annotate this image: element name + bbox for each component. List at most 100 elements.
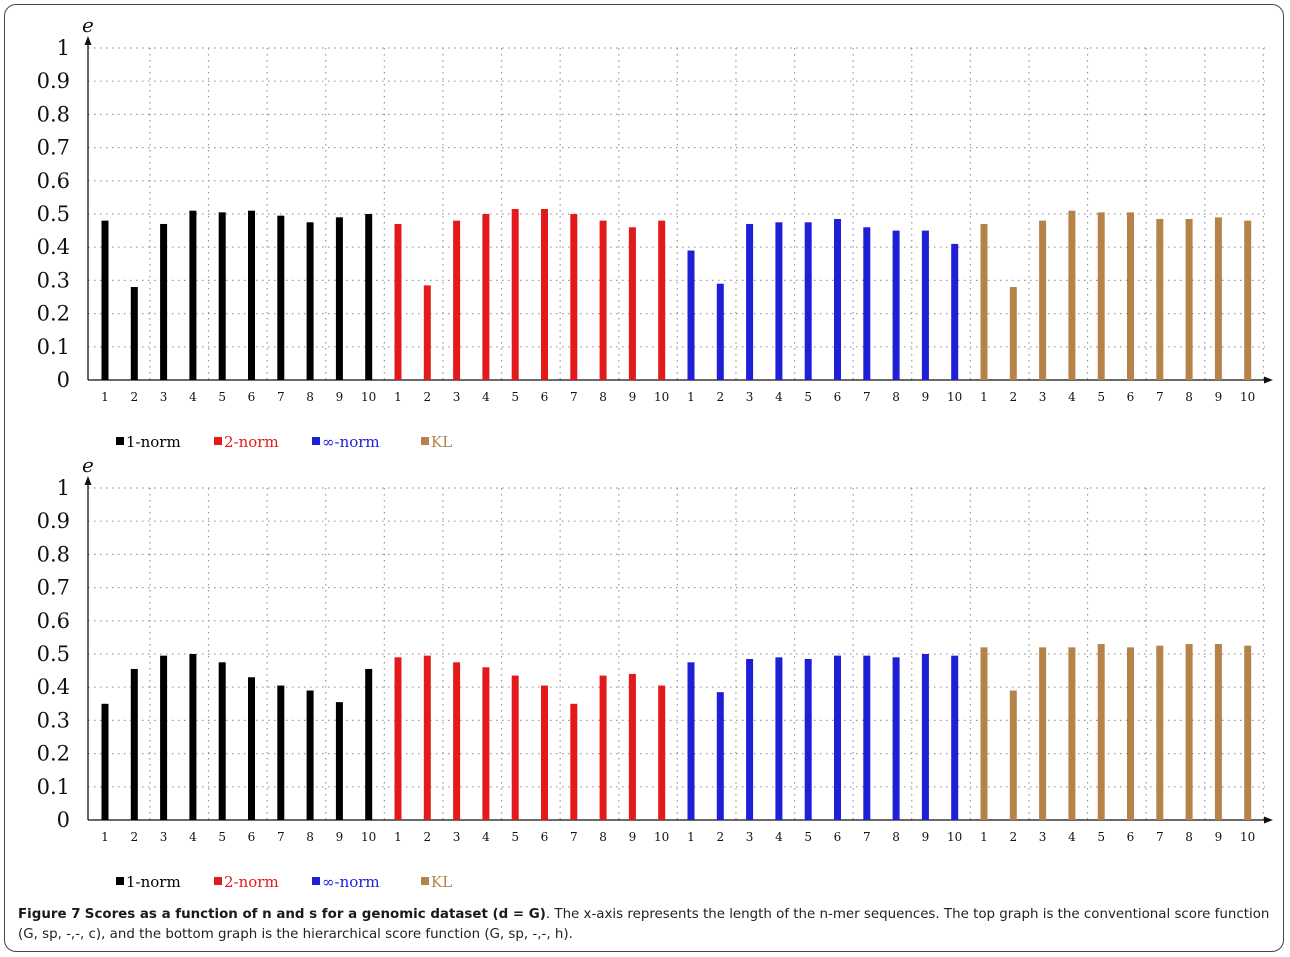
x-tick-label: 6 (541, 390, 549, 404)
x-tick-label: 5 (511, 390, 519, 404)
x-tick-label: 1 (394, 390, 402, 404)
bar (541, 685, 548, 820)
x-tick-label: 10 (654, 830, 669, 844)
bar (453, 662, 461, 820)
series-4 (980, 210, 1252, 380)
y-tick-label: 0.3 (37, 268, 70, 292)
y-tick-label: 0.8 (37, 542, 70, 566)
bar (335, 702, 343, 820)
bar (599, 675, 607, 820)
bar (863, 655, 871, 820)
x-tick-label: 5 (218, 830, 226, 844)
x-tick-label: 6 (541, 830, 549, 844)
x-tick-label: 7 (277, 830, 285, 844)
bar (511, 675, 519, 820)
x-tick-label: 1 (101, 830, 109, 844)
legend: 1-norm 2-norm ∞-norm KL (116, 873, 452, 891)
legend-swatch (116, 877, 124, 885)
legend-swatch (421, 437, 429, 445)
x-tick-label: 8 (1185, 830, 1193, 844)
legend: 1-norm 2-norm ∞-norm KL (116, 433, 452, 451)
x-tick-label: 8 (892, 390, 900, 404)
x-tick-label: 8 (306, 390, 314, 404)
bar (1039, 647, 1047, 820)
x-tick-label: 4 (775, 830, 783, 844)
bar (687, 662, 695, 820)
caption-label: Figure 7 (18, 907, 81, 922)
x-tick-label: 10 (947, 830, 962, 844)
x-tick-label: 8 (599, 390, 607, 404)
figure-caption: Figure 7 Scores as a function of n and s… (18, 905, 1273, 945)
bar (218, 662, 226, 820)
y-tick-label: 0.7 (37, 576, 70, 600)
bar (804, 222, 812, 380)
bar (863, 227, 871, 380)
bar (980, 223, 988, 380)
y-tick-label: 0.8 (37, 102, 70, 126)
x-tick-label: 9 (1215, 390, 1223, 404)
y-tick-label: 1 (57, 476, 70, 500)
y-axis-label: e (82, 13, 94, 37)
bar (746, 223, 754, 380)
bar (892, 230, 900, 380)
bar (921, 230, 929, 380)
x-tick-label: 10 (947, 390, 962, 404)
bar (306, 690, 314, 820)
bar (511, 209, 519, 380)
x-tick-label: 10 (654, 390, 669, 404)
legend-swatch (312, 877, 320, 885)
x-tick-label: 1 (101, 390, 109, 404)
y-axis-arrow (84, 476, 92, 485)
bar (658, 220, 666, 380)
series-1 (101, 654, 373, 820)
x-tick-label: 8 (306, 830, 314, 844)
x-tick-label: 3 (453, 830, 461, 844)
x-tick-label: 3 (1039, 390, 1047, 404)
series-3 (687, 654, 959, 820)
bar (1039, 220, 1047, 380)
x-tick-label: 5 (1097, 830, 1105, 844)
bar (1156, 218, 1164, 380)
x-tick-label: 3 (160, 390, 168, 404)
legend-label: 2-norm (224, 873, 279, 891)
caption-body: . The x-axis represents the length of th… (18, 907, 1270, 942)
y-tick-label: 0.1 (37, 775, 70, 799)
x-tick-label: 2 (1009, 390, 1017, 404)
x-tick-label: 2 (423, 390, 431, 404)
x-tick-label: 6 (834, 390, 842, 404)
x-tick-label: 7 (1156, 830, 1164, 844)
bar (189, 210, 197, 380)
x-tick-label: 4 (482, 390, 490, 404)
x-tick-label: 2 (130, 830, 138, 844)
legend-label: KL (431, 873, 452, 891)
bar (1185, 218, 1193, 380)
y-tick-label: 0.9 (37, 509, 70, 533)
bar (951, 655, 959, 820)
bar (1009, 690, 1017, 820)
bar (1097, 644, 1105, 820)
bar (834, 218, 841, 380)
bar (218, 212, 226, 380)
x-tick-label: 2 (716, 830, 724, 844)
bar (423, 285, 431, 380)
x-tick-label: 9 (1215, 830, 1223, 844)
bar (1009, 287, 1017, 380)
series-2 (394, 209, 666, 380)
y-tick-label: 0.1 (37, 335, 70, 359)
legend-label: ∞-norm (322, 433, 380, 451)
x-tick-label: 4 (1068, 390, 1076, 404)
bar (394, 657, 402, 820)
x-tick-label: 3 (453, 390, 461, 404)
bar (306, 222, 314, 380)
bar (716, 692, 724, 820)
x-tick-label: 1 (980, 390, 988, 404)
legend-swatch (214, 877, 222, 885)
bar (775, 222, 783, 380)
y-axis-label: e (82, 453, 94, 477)
x-tick-label: 6 (834, 830, 842, 844)
bar (1068, 210, 1076, 380)
y-tick-label: 0.2 (37, 742, 70, 766)
legend-label: ∞-norm (322, 873, 380, 891)
bar (628, 673, 636, 820)
caption-title: Scores as a function of n and s for a ge… (84, 907, 546, 922)
